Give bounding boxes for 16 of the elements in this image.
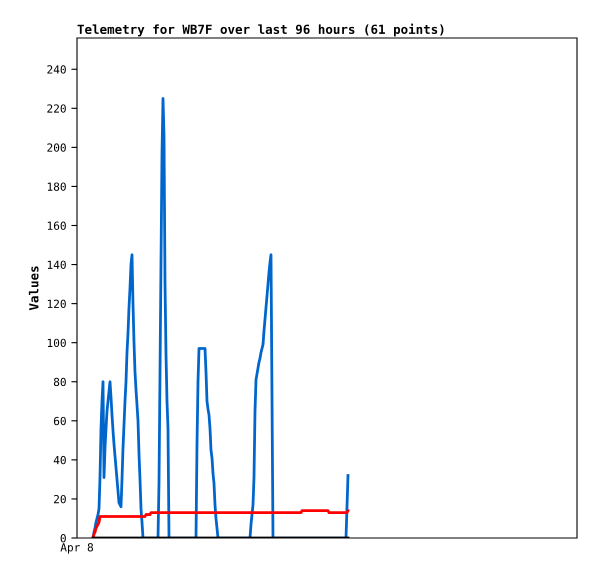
y-tick-label: 160 [48, 222, 66, 230]
y-tick-label: 200 [47, 143, 66, 152]
y-tick-label: 120 [48, 300, 66, 308]
x-tick-label: Apr 8 [60, 543, 94, 554]
y-tick-label: 20 [54, 494, 66, 504]
y-tick-label: 60 [54, 416, 66, 426]
y-tick-label: 140 [48, 260, 66, 269]
y-tick-label: 40 [54, 456, 66, 464]
chart-title: Telemetry for WB7F over last 96 hours (61 points) [78, 24, 444, 36]
y-tick-label: 80 [54, 378, 66, 386]
y-tick-label: 220 [47, 104, 66, 113]
y-tick-label: 240 [47, 65, 66, 74]
y-tick-label: 100 [48, 338, 66, 348]
y-tick-label: 180 [48, 182, 66, 191]
y-axis-title: Values [28, 266, 39, 310]
y-tick-label: 0 [60, 534, 66, 542]
